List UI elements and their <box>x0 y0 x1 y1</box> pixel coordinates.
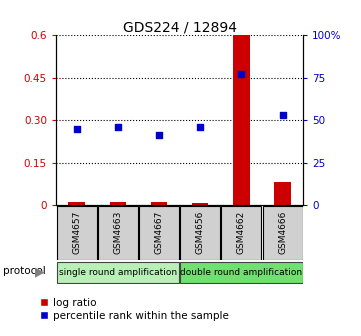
Point <box>239 72 244 77</box>
Bar <box>151 202 167 205</box>
Bar <box>263 206 303 260</box>
Text: single round amplification: single round amplification <box>59 268 177 277</box>
Text: GSM4663: GSM4663 <box>113 211 122 254</box>
Bar <box>57 206 96 260</box>
Legend: log ratio, percentile rank within the sample: log ratio, percentile rank within the sa… <box>38 296 231 323</box>
Bar <box>57 261 179 283</box>
Bar <box>139 206 179 260</box>
Title: GDS224 / 12894: GDS224 / 12894 <box>123 20 236 34</box>
Text: GSM4657: GSM4657 <box>72 211 81 254</box>
Point <box>156 133 162 138</box>
Text: GSM4656: GSM4656 <box>196 211 205 254</box>
Text: ▶: ▶ <box>35 266 45 279</box>
Point <box>280 112 286 118</box>
Bar <box>109 202 126 205</box>
Point <box>115 124 121 130</box>
Point <box>197 124 203 130</box>
Bar <box>98 206 138 260</box>
Text: GSM4666: GSM4666 <box>278 211 287 254</box>
Text: protocol: protocol <box>3 266 45 277</box>
Text: double round amplification: double round amplification <box>180 268 303 277</box>
Bar <box>192 203 208 205</box>
Point <box>74 126 79 131</box>
Text: GSM4667: GSM4667 <box>155 211 164 254</box>
Bar <box>274 182 291 205</box>
Bar <box>221 206 261 260</box>
Bar <box>233 35 250 205</box>
Bar <box>180 206 220 260</box>
Text: GSM4662: GSM4662 <box>237 211 246 254</box>
Bar <box>180 261 303 283</box>
Bar <box>68 202 85 205</box>
